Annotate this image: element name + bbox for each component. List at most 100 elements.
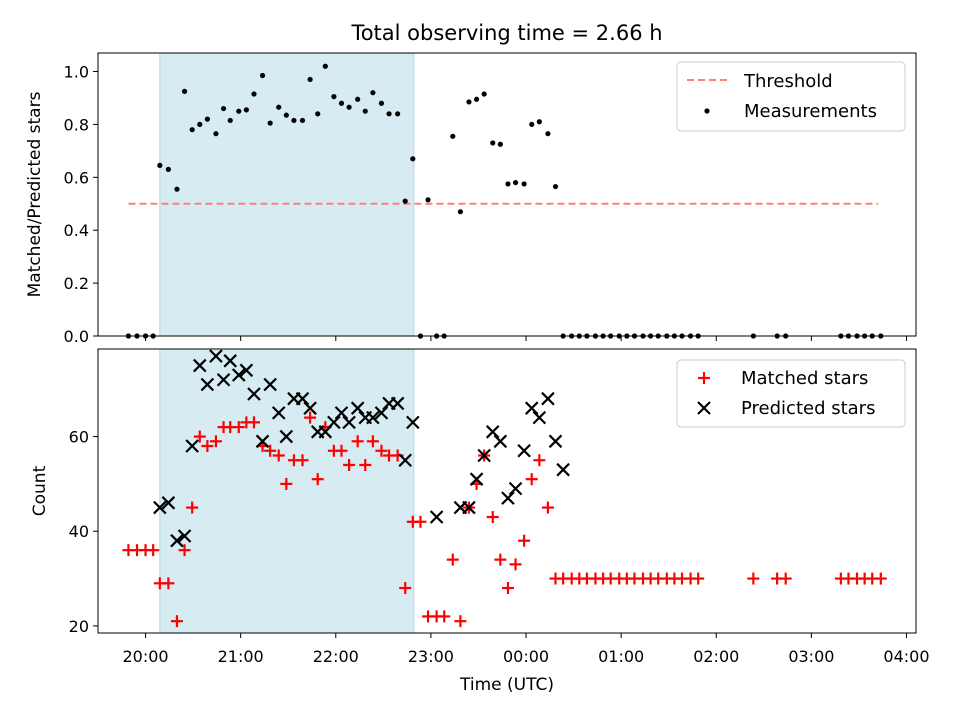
- predicted-star-point: [390, 396, 405, 411]
- measurement-point: [331, 94, 337, 100]
- matched-star-point: [162, 577, 175, 590]
- predicted-star-point: [247, 387, 261, 401]
- measurement-point: [259, 72, 266, 79]
- measurement-point: [536, 119, 542, 125]
- predicted-star-point: [508, 481, 523, 496]
- measurement-point: [220, 105, 227, 112]
- bottom-y-axis-label: Count: [30, 465, 50, 516]
- measurement-point: [236, 108, 242, 114]
- predicted-star-point: [223, 354, 237, 368]
- measurement-point: [174, 186, 180, 192]
- measurement-point: [386, 111, 392, 117]
- x-tick-label: 21:00: [218, 647, 264, 666]
- matched-star-point: [193, 430, 206, 443]
- legend-matched-swatch: [698, 372, 710, 384]
- matched-star-point: [209, 435, 222, 448]
- matched-star-point: [779, 572, 792, 585]
- measurement-point: [450, 133, 456, 139]
- matched-star-point: [414, 515, 427, 528]
- x-tick-label: 03:00: [788, 647, 834, 666]
- bottom-axes-frame: [97, 348, 917, 634]
- predicted-star-point: [153, 500, 167, 515]
- predicted-star-point: [477, 448, 491, 463]
- measurement-point: [466, 99, 472, 105]
- predicted-star-point: [185, 439, 199, 453]
- predicted-star-point: [295, 391, 310, 406]
- legend-threshold-label: Threshold: [743, 71, 833, 92]
- predicted-star-point: [493, 434, 508, 449]
- measurement-point: [157, 162, 163, 169]
- x-tick-label: 00:00: [503, 647, 549, 666]
- predicted-star-point: [548, 434, 563, 449]
- predicted-star-point: [327, 415, 341, 430]
- predicted-star-point: [279, 429, 294, 444]
- matched-star-point: [186, 501, 199, 514]
- measurement-point: [291, 117, 297, 124]
- predicted-star-point: [541, 391, 555, 406]
- measurement-point: [346, 104, 352, 110]
- predicted-star-point: [398, 453, 413, 468]
- measurement-point: [521, 181, 527, 187]
- predicted-star-points: [153, 349, 570, 548]
- chart-title: Total observing time = 2.66 h: [350, 21, 662, 45]
- predicted-star-point: [532, 410, 547, 425]
- predicted-star-point: [231, 368, 246, 382]
- predicted-star-point: [524, 401, 539, 415]
- matched-star-points: [122, 411, 887, 628]
- predicted-star-point: [263, 377, 277, 392]
- legend-predicted-label: Predicted stars: [741, 398, 875, 419]
- measurement-point: [165, 166, 171, 172]
- matched-star-point: [438, 610, 451, 623]
- predicted-star-point: [177, 529, 192, 543]
- measurement-point: [251, 91, 257, 97]
- x-tick-label: 22:00: [313, 647, 359, 666]
- bottom-observing-window: [159, 348, 415, 634]
- measurement-point: [355, 96, 361, 102]
- measurement-point: [378, 100, 385, 106]
- matched-star-point: [533, 454, 546, 467]
- matched-star-point: [296, 454, 309, 467]
- measurement-point: [213, 131, 219, 137]
- matched-star-point: [747, 572, 760, 585]
- bottom-legend: Matched stars Predicted stars: [676, 359, 906, 428]
- measurement-point: [473, 96, 480, 102]
- matched-star-point: [692, 572, 705, 585]
- legend-measurements-swatch: [704, 108, 710, 114]
- measurement-point: [307, 76, 313, 83]
- predicted-star-point: [170, 533, 184, 548]
- bottom-panel: 20:00 21:00 22:00 23:00 00:00 01:00 02:00 03:00…: [30, 348, 930, 695]
- measurement-point: [545, 131, 551, 137]
- top-panel: 0.0 0.2 0.4 0.6 0.8 1.0 Matched/Predicted sta…: [25, 52, 917, 346]
- predicted-star-point: [255, 434, 270, 449]
- matched-star-point: [304, 411, 317, 424]
- predicted-star-point: [200, 377, 215, 392]
- x-axis-label: Time (UTC): [459, 675, 554, 695]
- measurement-point: [402, 198, 408, 204]
- predicted-star-point: [192, 358, 207, 373]
- top-legend: Threshold Measurements: [676, 61, 906, 132]
- measurement-point: [481, 91, 487, 97]
- predicted-star-point: [303, 401, 317, 415]
- predicted-star-point: [350, 401, 365, 415]
- matched-star-point: [525, 473, 538, 486]
- bottom-y-tick-label: 40: [69, 522, 89, 541]
- predicted-star-point: [469, 472, 484, 486]
- measurement-point: [457, 209, 463, 215]
- measurement-point: [490, 140, 496, 146]
- matched-star-point: [446, 553, 459, 566]
- measurement-point: [283, 112, 289, 118]
- predicted-star-point: [429, 510, 444, 524]
- bottom-axis-ticks: 20:00 21:00 22:00 23:00 00:00 01:00 02:00 03:00…: [69, 428, 930, 666]
- matched-star-point: [366, 435, 379, 448]
- matched-star-point: [399, 582, 412, 595]
- bottom-y-tick-label: 20: [69, 617, 89, 636]
- top-y-tick-label: 0.4: [64, 221, 89, 240]
- matched-star-point: [518, 534, 531, 547]
- matched-star-point: [541, 501, 554, 514]
- top-y-tick-label: 0.8: [64, 115, 89, 134]
- matched-star-point: [264, 444, 277, 457]
- predicted-star-point: [342, 415, 356, 430]
- legend-matched-label: Matched stars: [741, 368, 868, 389]
- matched-star-point: [335, 444, 348, 457]
- measurement-points: [125, 63, 884, 339]
